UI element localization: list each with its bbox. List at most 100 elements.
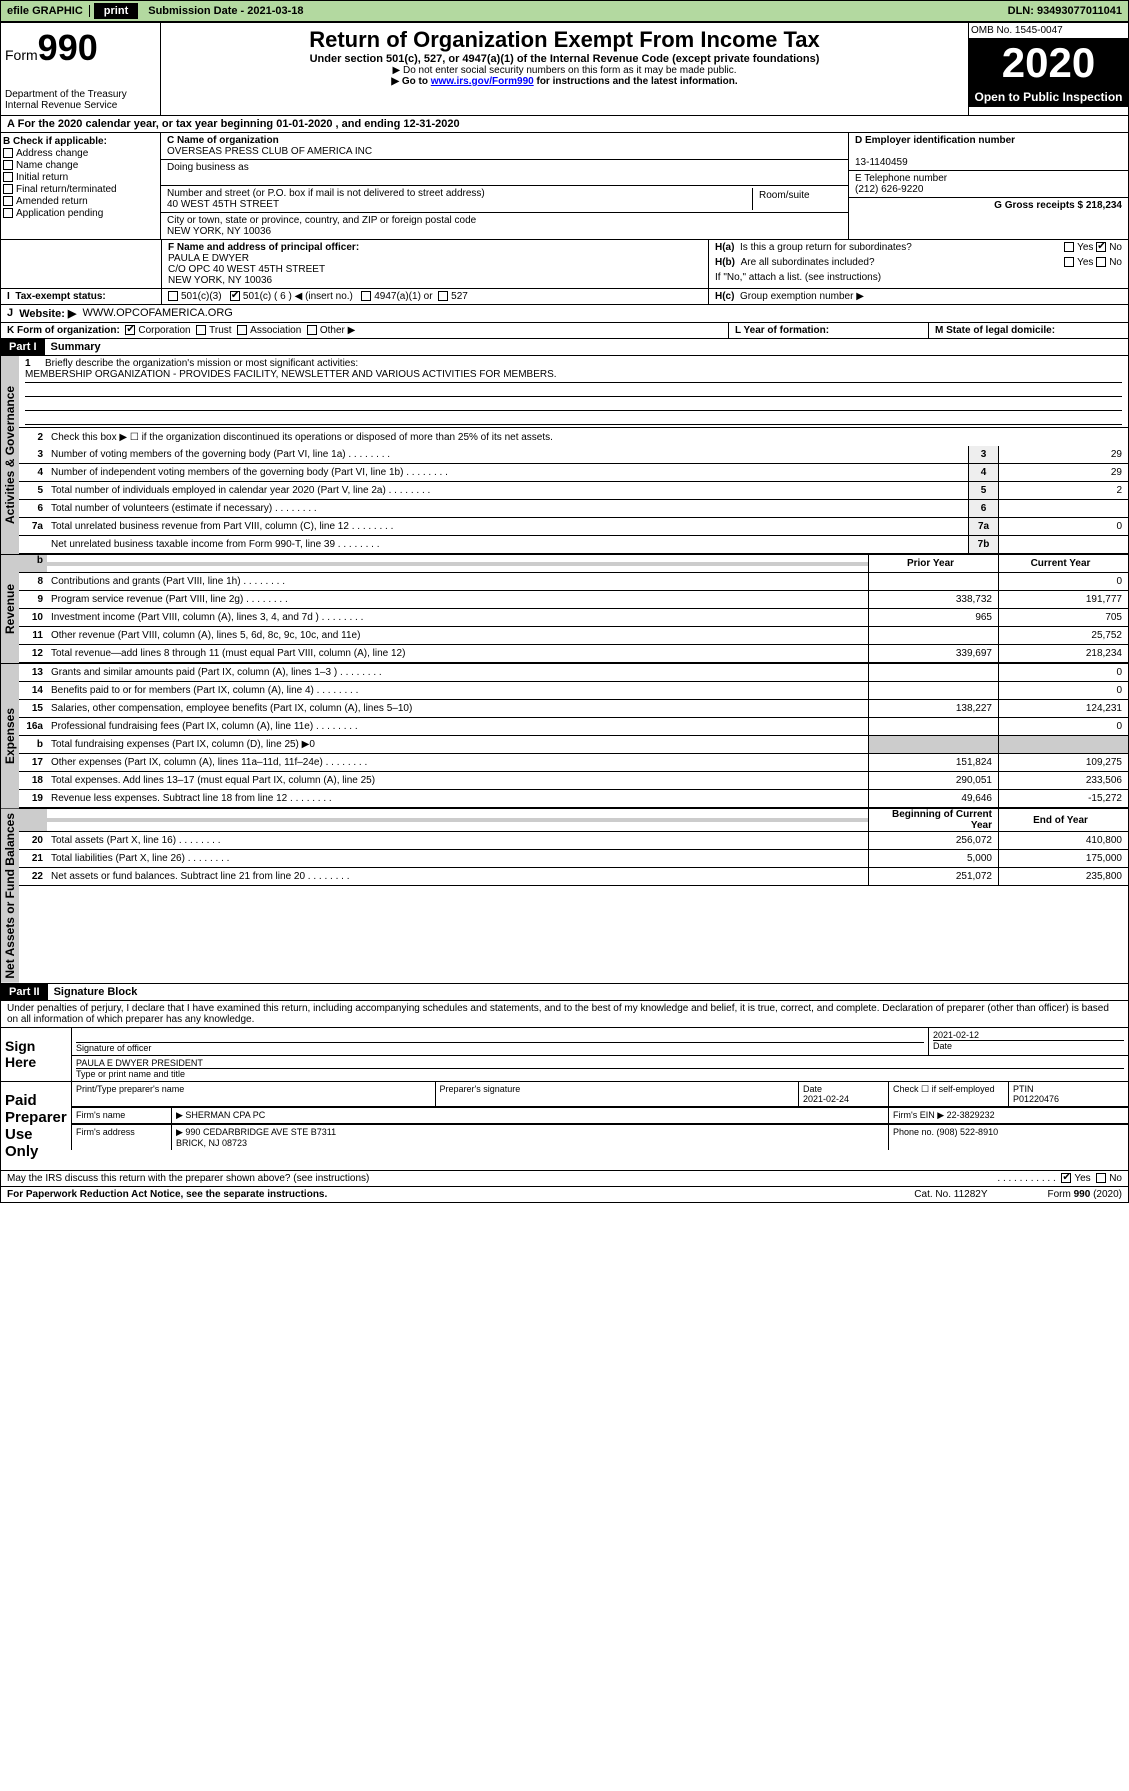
cb-other[interactable] bbox=[307, 325, 317, 335]
l3: Number of voting members of the governin… bbox=[47, 447, 968, 462]
check-app-pending[interactable]: Application pending bbox=[3, 208, 158, 219]
city: NEW YORK, NY 10036 bbox=[167, 226, 271, 237]
part2-label: Part II bbox=[1, 984, 48, 1000]
print-button[interactable]: print bbox=[94, 3, 138, 19]
section-f-h: F Name and address of principal officer:… bbox=[0, 240, 1129, 289]
begin-head: Beginning of Current Year bbox=[868, 809, 998, 831]
note-ssn: ▶ Do not enter social security numbers o… bbox=[165, 65, 964, 76]
form-title: Return of Organization Exempt From Incom… bbox=[165, 27, 964, 53]
cb-501c[interactable] bbox=[230, 291, 240, 301]
side-rev: Revenue bbox=[1, 555, 19, 663]
preparer-block: Paid Preparer Use Only Print/Type prepar… bbox=[0, 1082, 1129, 1171]
check-amended[interactable]: Amended return bbox=[3, 196, 158, 207]
l16a: Professional fundraising fees (Part IX, … bbox=[47, 719, 868, 734]
ein: 13-1140459 bbox=[855, 157, 908, 168]
officer-name: PAULA E DWYER bbox=[168, 253, 249, 264]
v3: 29 bbox=[998, 446, 1128, 463]
l13: Grants and similar amounts paid (Part IX… bbox=[47, 665, 868, 680]
firm-addr-lbl: Firm's address bbox=[71, 1125, 171, 1150]
cb-501c3[interactable] bbox=[168, 291, 178, 301]
cb-trust[interactable] bbox=[196, 325, 206, 335]
check-address[interactable]: Address change bbox=[3, 148, 158, 159]
firm-ein: Firm's EIN ▶ 22-3829232 bbox=[888, 1108, 1128, 1124]
city-label: City or town, state or province, country… bbox=[167, 215, 476, 226]
officer-typed: PAULA E DWYER PRESIDENT bbox=[76, 1058, 203, 1068]
l14: Benefits paid to or for members (Part IX… bbox=[47, 683, 868, 698]
cb-assoc[interactable] bbox=[237, 325, 247, 335]
summary-na: Net Assets or Fund Balances Beginning of… bbox=[0, 809, 1129, 984]
cb-4947[interactable] bbox=[361, 291, 371, 301]
department: Department of the Treasury Internal Reve… bbox=[5, 89, 156, 111]
v7b bbox=[998, 536, 1128, 553]
l18: Total expenses. Add lines 13–17 (must eq… bbox=[47, 773, 868, 788]
print-name-lbl: Print/Type preparer's name bbox=[71, 1082, 435, 1107]
curr-head: Current Year bbox=[998, 555, 1128, 572]
dln: DLN: 93493077011041 bbox=[1008, 5, 1128, 17]
cb-527[interactable] bbox=[438, 291, 448, 301]
summary-rev: Revenue bPrior YearCurrent Year 8Contrib… bbox=[0, 555, 1129, 664]
discuss-yes[interactable] bbox=[1061, 1173, 1071, 1183]
side-na: Net Assets or Fund Balances bbox=[1, 809, 19, 983]
l-label: L Year of formation: bbox=[735, 325, 829, 336]
hc-label: H(c) bbox=[715, 291, 734, 302]
part1-header: Part I Summary bbox=[0, 339, 1129, 356]
phone: (212) 626-9220 bbox=[855, 184, 923, 195]
sign-here: Sign Here bbox=[1, 1028, 71, 1081]
l5: Total number of individuals employed in … bbox=[47, 483, 968, 498]
l8: Contributions and grants (Part VIII, lin… bbox=[47, 574, 868, 589]
ha-yes[interactable] bbox=[1064, 242, 1074, 252]
footer: For Paperwork Reduction Act Notice, see … bbox=[0, 1187, 1129, 1203]
ha-no[interactable] bbox=[1096, 242, 1106, 252]
room-label: Room/suite bbox=[752, 188, 842, 210]
hb-yes[interactable] bbox=[1064, 257, 1074, 267]
d-label: D Employer identification number bbox=[855, 135, 1015, 146]
g-receipts: G Gross receipts $ 218,234 bbox=[994, 200, 1122, 211]
tax-year: 2020 bbox=[1002, 39, 1095, 86]
e-label: E Telephone number bbox=[855, 173, 947, 184]
l9: Program service revenue (Part VIII, line… bbox=[47, 592, 868, 607]
firm-phone: Phone no. (908) 522-8910 bbox=[888, 1125, 1128, 1150]
form990-link[interactable]: www.irs.gov/Form990 bbox=[431, 76, 534, 87]
check-b-label: B Check if applicable: bbox=[3, 136, 158, 147]
c-label: C Name of organization bbox=[167, 135, 279, 146]
check-name[interactable]: Name change bbox=[3, 160, 158, 171]
calendar-year-line: A For the 2020 calendar year, or tax yea… bbox=[0, 116, 1129, 133]
hb-no[interactable] bbox=[1096, 257, 1106, 267]
check-final[interactable]: Final return/terminated bbox=[3, 184, 158, 195]
firm-addr: ▶ 990 CEDARBRIDGE AVE STE B7311 BRICK, N… bbox=[171, 1125, 888, 1150]
ptin: P01220476 bbox=[1013, 1094, 1059, 1104]
side-exp: Expenses bbox=[1, 664, 19, 808]
k-label: K Form of organization: bbox=[7, 325, 120, 336]
side-ag: Activities & Governance bbox=[1, 356, 19, 554]
l11: Other revenue (Part VIII, column (A), li… bbox=[47, 628, 868, 643]
check-self[interactable]: Check ☐ if self-employed bbox=[888, 1082, 1008, 1107]
discuss-text: May the IRS discuss this return with the… bbox=[7, 1173, 997, 1184]
summary-exp: Expenses 13Grants and similar amounts pa… bbox=[0, 664, 1129, 809]
l12: Total revenue—add lines 8 through 11 (mu… bbox=[47, 646, 868, 661]
firm-name-lbl: Firm's name bbox=[71, 1108, 171, 1124]
l7a: Total unrelated business revenue from Pa… bbox=[47, 519, 968, 534]
l22: Net assets or fund balances. Subtract li… bbox=[47, 869, 868, 884]
officer-addr: C/O OPC 40 WEST 45TH STREET NEW YORK, NY… bbox=[168, 264, 325, 286]
check-initial[interactable]: Initial return bbox=[3, 172, 158, 183]
l10: Investment income (Part VIII, column (A)… bbox=[47, 610, 868, 625]
website-url: WWW.OPCOFAMERICA.ORG bbox=[83, 307, 233, 320]
submission-date: Submission Date - 2021-03-18 bbox=[148, 5, 303, 17]
hc-text: Group exemption number ▶ bbox=[740, 291, 864, 302]
end-head: End of Year bbox=[998, 809, 1128, 831]
v6 bbox=[998, 500, 1128, 517]
discuss-no[interactable] bbox=[1096, 1173, 1106, 1183]
v5: 2 bbox=[998, 482, 1128, 499]
efile-label: efile GRAPHIC bbox=[1, 5, 90, 17]
l19: Revenue less expenses. Subtract line 18 … bbox=[47, 791, 868, 806]
sig-date: 2021-02-12 bbox=[933, 1030, 979, 1040]
signature-block: Sign Here Signature of officer 2021-02-1… bbox=[0, 1028, 1129, 1082]
sig-officer-lbl: Signature of officer bbox=[76, 1042, 924, 1053]
part2-title: Signature Block bbox=[54, 986, 138, 998]
open-public: Open to Public Inspection bbox=[969, 87, 1128, 107]
address: 40 WEST 45TH STREET bbox=[167, 199, 279, 210]
cb-corp[interactable] bbox=[125, 325, 135, 335]
form-k-row: K Form of organization: Corporation Trus… bbox=[0, 323, 1129, 339]
firm-name: ▶ SHERMAN CPA PC bbox=[171, 1108, 888, 1124]
website-row: J Website: ▶ WWW.OPCOFAMERICA.ORG bbox=[0, 305, 1129, 323]
